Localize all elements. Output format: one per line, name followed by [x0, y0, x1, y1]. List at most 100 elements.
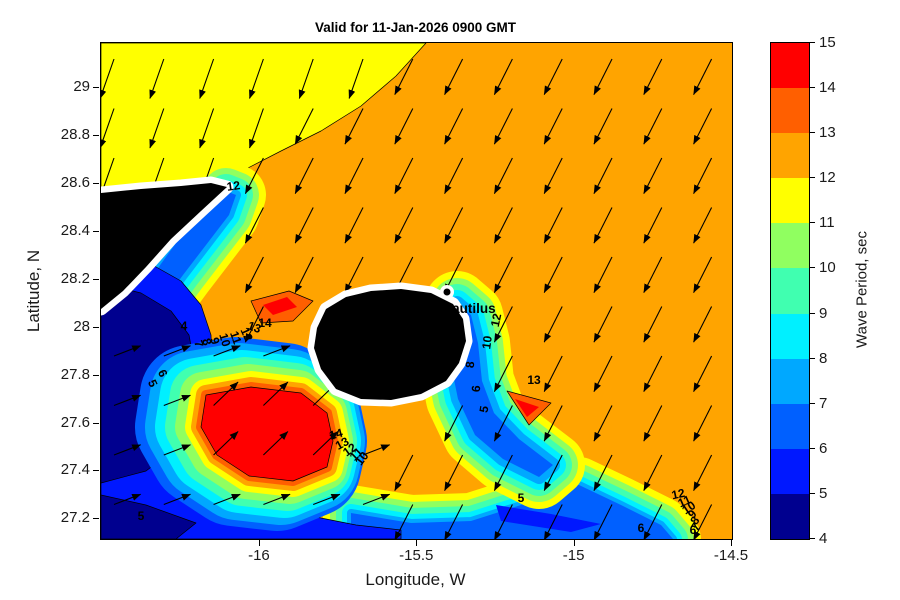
islands	[101, 176, 473, 407]
svg-text:9: 9	[207, 336, 222, 347]
svg-text:8: 8	[199, 336, 214, 347]
svg-text:11: 11	[227, 329, 245, 346]
x-tick	[258, 540, 260, 546]
y-tick	[93, 518, 99, 520]
chart-title: Valid for 11-Jan-2026 0900 GMT	[314, 20, 517, 35]
svg-text:6: 6	[690, 523, 697, 537]
colorbar-band	[771, 223, 809, 269]
svg-text:7: 7	[191, 338, 206, 349]
svg-text:12: 12	[238, 325, 256, 343]
colorbar-tick	[810, 132, 815, 134]
y-tick-label: 27.2	[60, 509, 90, 527]
colorbar-label: Wave Period, sec	[853, 231, 871, 348]
colorbar-tick-label: 15	[819, 34, 836, 51]
x-axis-label: Longitude, W	[365, 570, 466, 589]
svg-text:13: 13	[333, 434, 352, 453]
colorbar	[770, 42, 810, 540]
x-tick	[573, 540, 575, 546]
colorbar-band	[771, 358, 809, 404]
x-tick-label: -15.5	[399, 547, 434, 564]
colorbar-tick	[810, 357, 815, 359]
colorbar-band	[771, 133, 809, 179]
y-tick-label: 28.4	[60, 221, 90, 239]
svg-text:14: 14	[328, 426, 345, 443]
svg-text:6: 6	[469, 384, 484, 392]
svg-text:10: 10	[479, 335, 495, 350]
y-tick-label: 28.2	[60, 269, 90, 287]
islet	[443, 288, 451, 296]
colorbar-tick	[810, 177, 815, 179]
y-tick-label: 28.6	[60, 173, 90, 191]
y-tick	[93, 230, 99, 232]
y-tick	[93, 374, 99, 376]
colorbar-tick	[810, 222, 815, 224]
svg-text:4: 4	[181, 319, 188, 333]
colorbar-tick	[810, 402, 815, 404]
colorbar-tick	[810, 267, 815, 269]
x-tick	[416, 540, 418, 546]
svg-text:13: 13	[246, 318, 264, 336]
x-tick-label: -15	[562, 547, 585, 564]
quiver-field	[101, 58, 713, 539]
y-tick-label: 29	[73, 78, 90, 96]
svg-text:12: 12	[670, 486, 686, 503]
svg-text:12: 12	[226, 178, 241, 194]
colorbar-tick-label: 5	[819, 484, 828, 502]
svg-text:13: 13	[527, 373, 541, 387]
colorbar-tick-label: 11	[819, 214, 835, 232]
colorbar-tick	[810, 42, 815, 43]
y-tick-label: 28.8	[60, 125, 90, 143]
y-tick	[93, 326, 99, 328]
x-tick-label: -14.5	[713, 547, 749, 564]
colorbar-tick	[810, 538, 815, 539]
station-label: Nautilus	[442, 301, 495, 316]
colorbar-band	[771, 178, 809, 224]
x-tick	[731, 540, 732, 546]
colorbar-tick-label: 8	[819, 349, 828, 367]
colorbar-tick-label: 6	[819, 439, 828, 457]
x-tick-label: -16	[248, 547, 270, 564]
contour-plot-svg: 1245678910111213141413121110121086513556…	[101, 43, 732, 539]
colorbar-band	[771, 43, 809, 89]
colorbar-tick-label: 10	[819, 259, 836, 277]
colorbar-tick-label: 7	[819, 394, 828, 412]
colorbar-tick	[810, 312, 815, 314]
svg-text:10: 10	[216, 332, 233, 349]
svg-text:6: 6	[638, 521, 645, 535]
colorbar-tick-label: 4	[819, 530, 828, 547]
y-tick-label: 27.8	[60, 365, 90, 383]
svg-text:12: 12	[488, 312, 505, 328]
colorbar-tick	[810, 447, 815, 449]
colorbar-band	[771, 403, 809, 449]
colorbar-tick-label: 14	[819, 79, 836, 97]
island-gran-canaria	[314, 289, 466, 400]
y-tick	[93, 182, 99, 184]
y-tick	[93, 470, 99, 472]
colorbar-band	[771, 88, 809, 134]
y-tick	[93, 422, 99, 424]
svg-text:5: 5	[138, 509, 145, 523]
svg-text:5: 5	[477, 404, 492, 413]
colorbar-tick	[810, 492, 815, 494]
svg-text:14: 14	[258, 316, 272, 330]
svg-text:11: 11	[676, 492, 694, 510]
colorbar-tick	[810, 87, 815, 89]
svg-text:5: 5	[518, 491, 525, 505]
colorbar-band	[771, 493, 809, 540]
y-tick-label: 27.4	[60, 461, 90, 479]
y-tick	[93, 278, 99, 280]
y-tick	[93, 87, 99, 89]
colorbar-tick-label: 13	[819, 124, 836, 142]
y-tick	[93, 134, 99, 136]
colorbar-tick-label: 12	[819, 169, 836, 187]
svg-text:8: 8	[463, 360, 478, 368]
colorbar-band	[771, 448, 809, 494]
colorbar-tick-label: 9	[819, 304, 828, 322]
colorbar-band	[771, 268, 809, 314]
island-tenerife	[101, 183, 227, 309]
plot-area: 12 4 5 6 7 8 9 10 11 12 13 14 14 13 12 11 10 12 10 8 6 5 13 5 5 6…	[100, 42, 733, 540]
y-tick-label: 27.6	[60, 413, 90, 431]
y-tick-label: 28	[73, 317, 90, 335]
colorbar-band	[771, 313, 809, 359]
